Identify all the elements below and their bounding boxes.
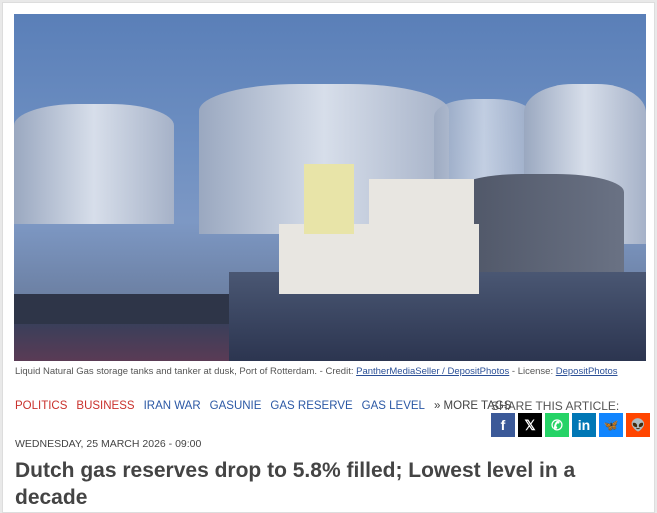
photo-caption: Liquid Natural Gas storage tanks and tan… [15, 366, 618, 377]
share-buttons: f 𝕏 ✆ in 🦋 👽 [491, 413, 650, 437]
tag-list: POLITICS BUSINESS IRAN WAR GASUNIE GAS R… [15, 400, 512, 412]
tag-iran-war[interactable]: IRAN WAR [143, 400, 201, 412]
share-label: SHARE THIS ARTICLE: [491, 399, 620, 413]
linkedin-icon: in [577, 417, 591, 433]
reddit-share-button[interactable]: 👽 [626, 413, 650, 437]
bluesky-icon: 🦋 [603, 418, 619, 432]
article-date: WEDNESDAY, 25 MARCH 2026 - 09:00 [15, 438, 202, 450]
license-label: - License: [509, 366, 556, 377]
facebook-share-button[interactable]: f [491, 413, 515, 437]
article-title: Dutch gas reserves drop to 5.8% filled; … [15, 459, 576, 509]
tag-gas-level[interactable]: GAS LEVEL [361, 400, 425, 412]
linkedin-share-button[interactable]: in [572, 413, 596, 437]
license-link[interactable]: DepositPhotos [555, 366, 618, 377]
credit-link[interactable]: PantherMediaSeller / DepositPhotos [356, 366, 510, 377]
bluesky-share-button[interactable]: 🦋 [599, 413, 623, 437]
article-photo [14, 14, 646, 361]
tag-gas-reserve[interactable]: GAS RESERVE [270, 400, 353, 412]
whatsapp-share-button[interactable]: ✆ [545, 413, 569, 437]
tag-gasunie[interactable]: GASUNIE [209, 400, 262, 412]
x-share-button[interactable]: 𝕏 [518, 413, 542, 437]
tag-business[interactable]: BUSINESS [76, 400, 135, 412]
whatsapp-icon: ✆ [551, 416, 563, 433]
x-icon: 𝕏 [524, 416, 536, 433]
more-tags-link[interactable]: » MORE TAGS [433, 400, 512, 412]
facebook-icon: f [500, 417, 506, 433]
reddit-icon: 👽 [630, 418, 646, 432]
caption-text: Liquid Natural Gas storage tanks and tan… [15, 366, 357, 377]
tag-politics[interactable]: POLITICS [15, 400, 68, 412]
